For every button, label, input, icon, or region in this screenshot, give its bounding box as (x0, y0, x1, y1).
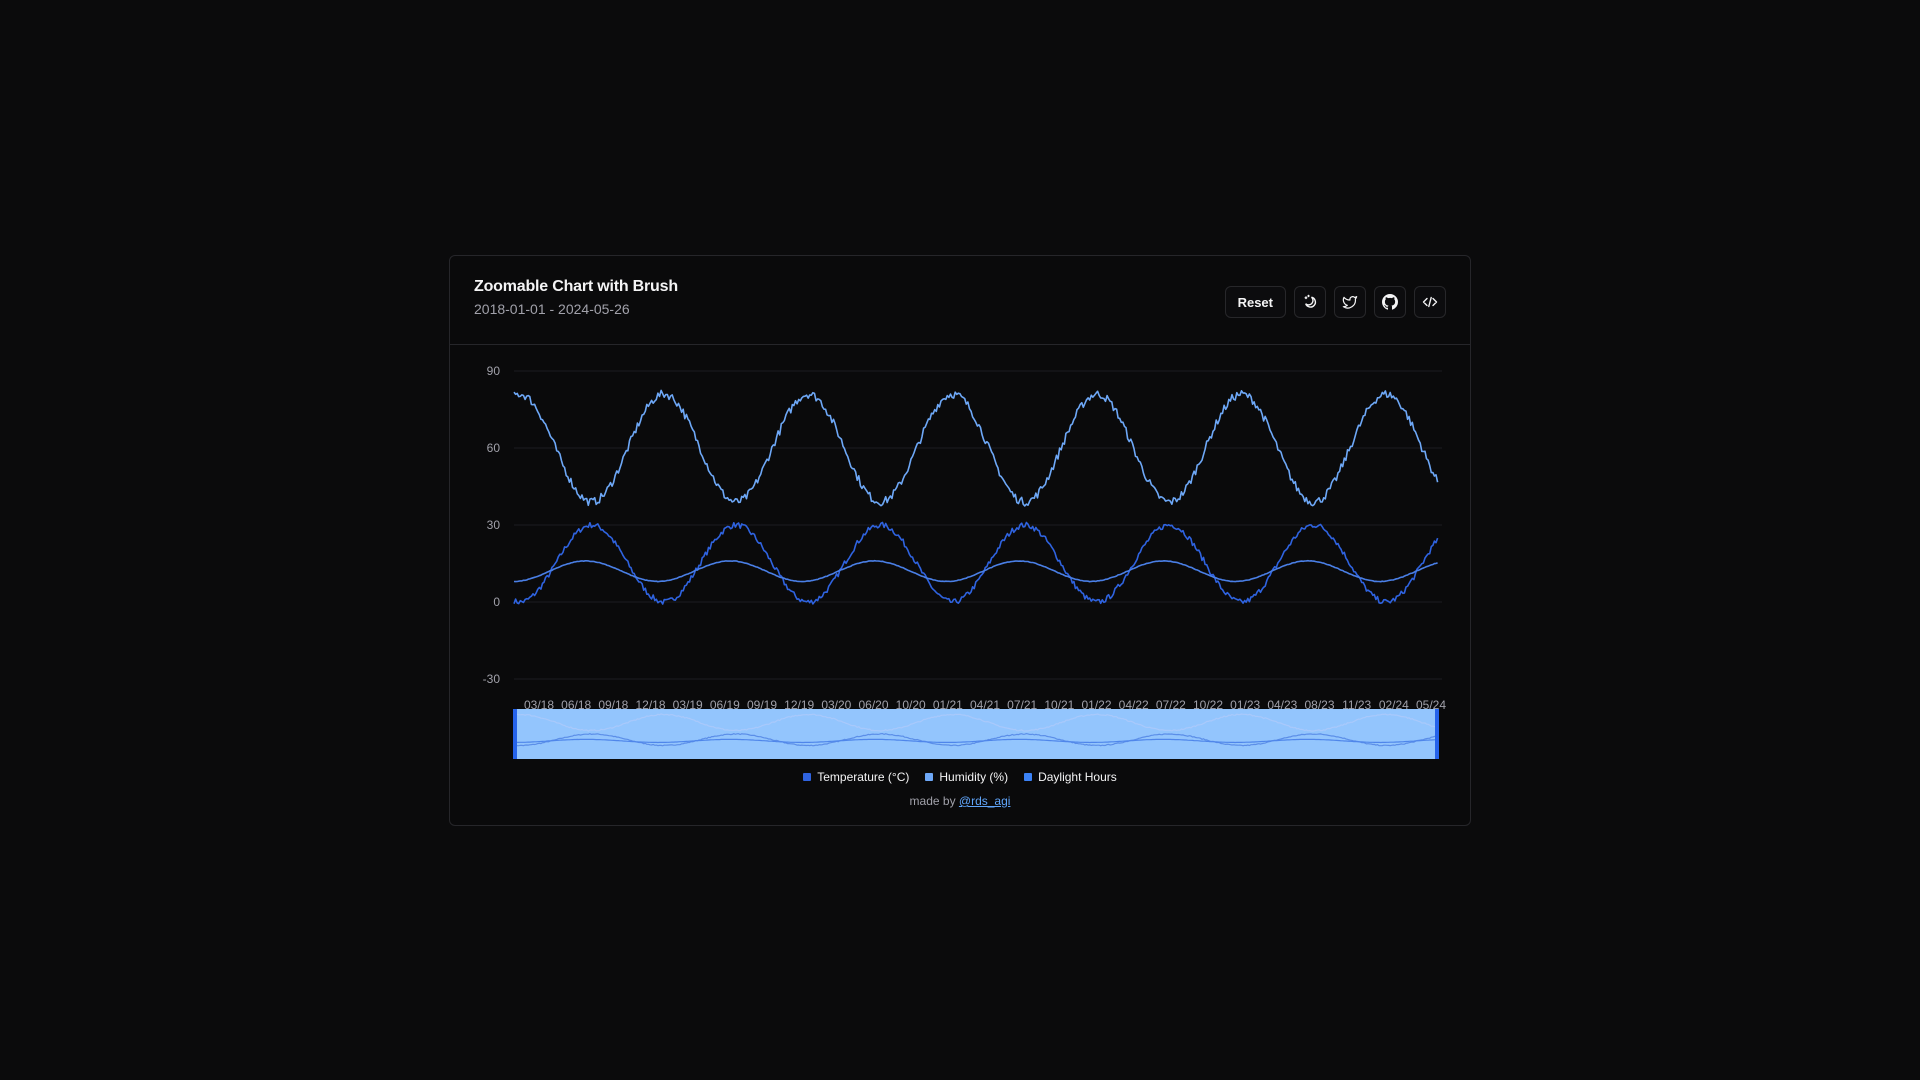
legend-item-temperature[interactable]: Temperature (°C) (803, 770, 909, 784)
x-tick-label: 10/22 (1193, 698, 1223, 712)
y-tick-label: 0 (493, 595, 500, 609)
x-tick-label: 01/21 (933, 698, 963, 712)
y-tick-label: 30 (487, 518, 501, 532)
theme-toggle-icon (1304, 294, 1317, 308)
x-tick-label: 05/24 (1416, 698, 1446, 712)
brush-handle-right[interactable] (1435, 709, 1439, 759)
twitter-button[interactable] (1334, 286, 1366, 318)
legend-swatch (1024, 773, 1033, 781)
toolbar: Reset (1224, 286, 1446, 318)
x-tick-label: 04/23 (1267, 698, 1297, 712)
legend-swatch (925, 773, 934, 781)
chart-series (513, 389, 1439, 605)
x-tick-label: 03/19 (673, 698, 703, 712)
legend-label: Temperature (°C) (817, 770, 910, 784)
author-link[interactable]: @rds_agi (958, 794, 1011, 808)
x-axis: 03/18 06/18 09/18 12/18 03/19 06/19 09/19 12/19… (524, 698, 1446, 712)
chart-legend: Temperature (°C) Humidity (%) Daylight H… (450, 770, 1470, 784)
y-tick-label: 90 (487, 364, 501, 378)
x-tick-label: 12/19 (784, 698, 814, 712)
twitter-icon (1342, 296, 1358, 309)
x-tick-label: 07/22 (1156, 698, 1186, 712)
legend-label: Daylight Hours (1038, 770, 1117, 784)
brush-series-line (513, 713, 1438, 732)
credit-line: made by @rds_agi (450, 794, 1470, 808)
x-tick-label: 01/23 (1230, 698, 1260, 712)
x-tick-label: 04/21 (970, 698, 1000, 712)
reset-button[interactable]: Reset (1224, 286, 1286, 318)
code-icon (1422, 296, 1438, 308)
x-tick-label: 11/23 (1342, 698, 1371, 712)
chart-title: Zoomable Chart with Brush (474, 278, 678, 295)
x-tick-label: 06/19 (710, 698, 740, 712)
x-tick-label: 02/24 (1379, 698, 1409, 712)
credit-prefix: made by (909, 794, 959, 808)
x-tick-label: 09/18 (598, 698, 628, 712)
y-tick-label: -30 (483, 672, 501, 686)
brush-handle-left[interactable] (513, 709, 517, 759)
legend-swatch (803, 773, 812, 781)
x-tick-label: 03/20 (821, 698, 851, 712)
x-tick-label: 10/20 (896, 698, 926, 712)
x-tick-label: 03/18 (524, 698, 554, 712)
x-tick-label: 12/18 (635, 698, 665, 712)
legend-item-humidity[interactable]: Humidity (%) (925, 770, 1008, 784)
line-chart[interactable]: 90 60 30 0 -30 03/18 06/18 09/18 12/18 03/19 06/1… (450, 344, 1472, 824)
github-icon (1382, 294, 1398, 310)
x-tick-label: 04/22 (1119, 698, 1149, 712)
brush-series-line (514, 738, 1438, 744)
chart-card: Zoomable Chart with Brush 2018-01-01 - 2… (449, 255, 1471, 826)
x-tick-label: 01/22 (1081, 698, 1111, 712)
card-header: Zoomable Chart with Brush 2018-01-01 - 2… (450, 256, 1470, 345)
x-tick-label: 06/18 (561, 698, 591, 712)
x-tick-label: 06/20 (858, 698, 888, 712)
y-axis: 90 60 30 0 -30 (483, 364, 501, 686)
code-button[interactable] (1414, 286, 1446, 318)
x-tick-label: 09/19 (747, 698, 777, 712)
series-line-temperature (513, 521, 1439, 605)
x-tick-label: 07/21 (1007, 698, 1037, 712)
legend-item-daylight[interactable]: Daylight Hours (1024, 770, 1117, 784)
chart-grid (514, 370, 1442, 680)
brush-series-line (513, 732, 1438, 747)
x-tick-label: 10/21 (1044, 698, 1074, 712)
legend-label: Humidity (%) (939, 770, 1009, 784)
x-tick-label: 08/23 (1304, 698, 1334, 712)
brush-selection[interactable] (513, 709, 1439, 759)
y-tick-label: 60 (487, 441, 501, 455)
series-line-daylight (513, 559, 1438, 583)
brush-navigator[interactable] (513, 709, 1439, 759)
date-range: 2018-01-01 - 2024-05-26 (474, 301, 630, 317)
theme-toggle-button[interactable] (1294, 286, 1326, 318)
series-line-humidity (513, 389, 1439, 507)
github-button[interactable] (1374, 286, 1406, 318)
